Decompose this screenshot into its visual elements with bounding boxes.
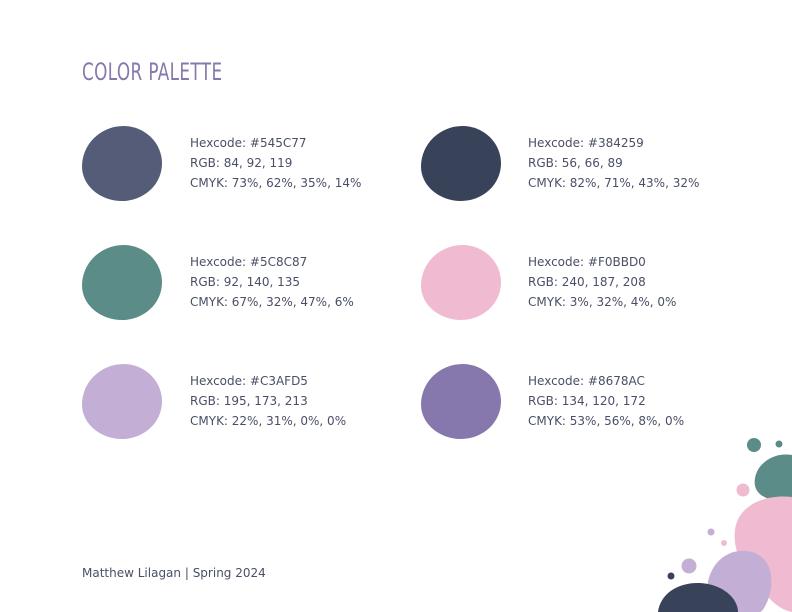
swatch-2 [82,245,162,320]
swatch-info-4: Hexcode: #C3AFD5 RGB: 195, 173, 213 CMYK… [190,371,346,431]
hexcode-text: Hexcode: #5C8C87 [190,255,308,269]
deco-blob-pink [734,496,792,612]
rgb-text: RGB: 92, 140, 135 [190,275,301,289]
swatch-info-3: Hexcode: #F0BBD0 RGB: 240, 187, 208 CMYK… [528,252,676,312]
cmyk-text: CMYK: 22%, 31%, 0%, 0% [190,414,347,428]
deco-dot-lavender-medium [681,558,697,574]
swatch-1 [421,126,501,201]
swatch-info-5: Hexcode: #8678AC RGB: 134, 120, 172 CMYK… [528,371,684,431]
deco-dot-teal-small [775,440,783,448]
deco-dot-pink-small [721,540,727,546]
deco-dot-lavender [707,528,715,536]
hexcode-text: Hexcode: #C3AFD5 [190,374,308,388]
deco-dot-pink [736,483,750,497]
rgb-text: RGB: 56, 66, 89 [528,156,623,170]
hexcode-text: Hexcode: #545C77 [190,136,307,150]
hexcode-text: Hexcode: #8678AC [528,374,645,388]
swatch-0 [82,126,162,201]
swatch-info-0: Hexcode: #545C77 RGB: 84, 92, 119 CMYK: … [190,133,361,193]
rgb-text: RGB: 195, 173, 213 [190,394,308,408]
cmyk-text: CMYK: 3%, 32%, 4%, 0% [528,295,677,309]
rgb-text: RGB: 84, 92, 119 [190,156,293,170]
hexcode-text: Hexcode: #384259 [528,136,644,150]
cmyk-text: CMYK: 73%, 62%, 35%, 14% [190,176,362,190]
swatch-3 [421,245,501,320]
swatch-info-1: Hexcode: #384259 RGB: 56, 66, 89 CMYK: 8… [528,133,699,193]
rgb-text: RGB: 134, 120, 172 [528,394,646,408]
cmyk-text: CMYK: 67%, 32%, 47%, 6% [190,295,354,309]
hexcode-text: Hexcode: #F0BBD0 [528,255,646,269]
rgb-text: RGB: 240, 187, 208 [528,275,646,289]
deco-dot-teal [747,438,761,452]
cmyk-text: CMYK: 82%, 71%, 43%, 32% [528,176,700,190]
footer-credit: Matthew Lilagan | Spring 2024 [82,566,266,580]
swatch-4 [82,364,162,439]
cmyk-text: CMYK: 53%, 56%, 8%, 0% [528,414,685,428]
page-title: COLOR PALETTE [82,58,223,86]
deco-dot-navy [667,572,675,580]
swatch-info-2: Hexcode: #5C8C87 RGB: 92, 140, 135 CMYK:… [190,252,354,312]
deco-blob-navy [658,582,738,612]
deco-blob-teal [754,454,792,501]
swatch-5 [421,364,501,439]
